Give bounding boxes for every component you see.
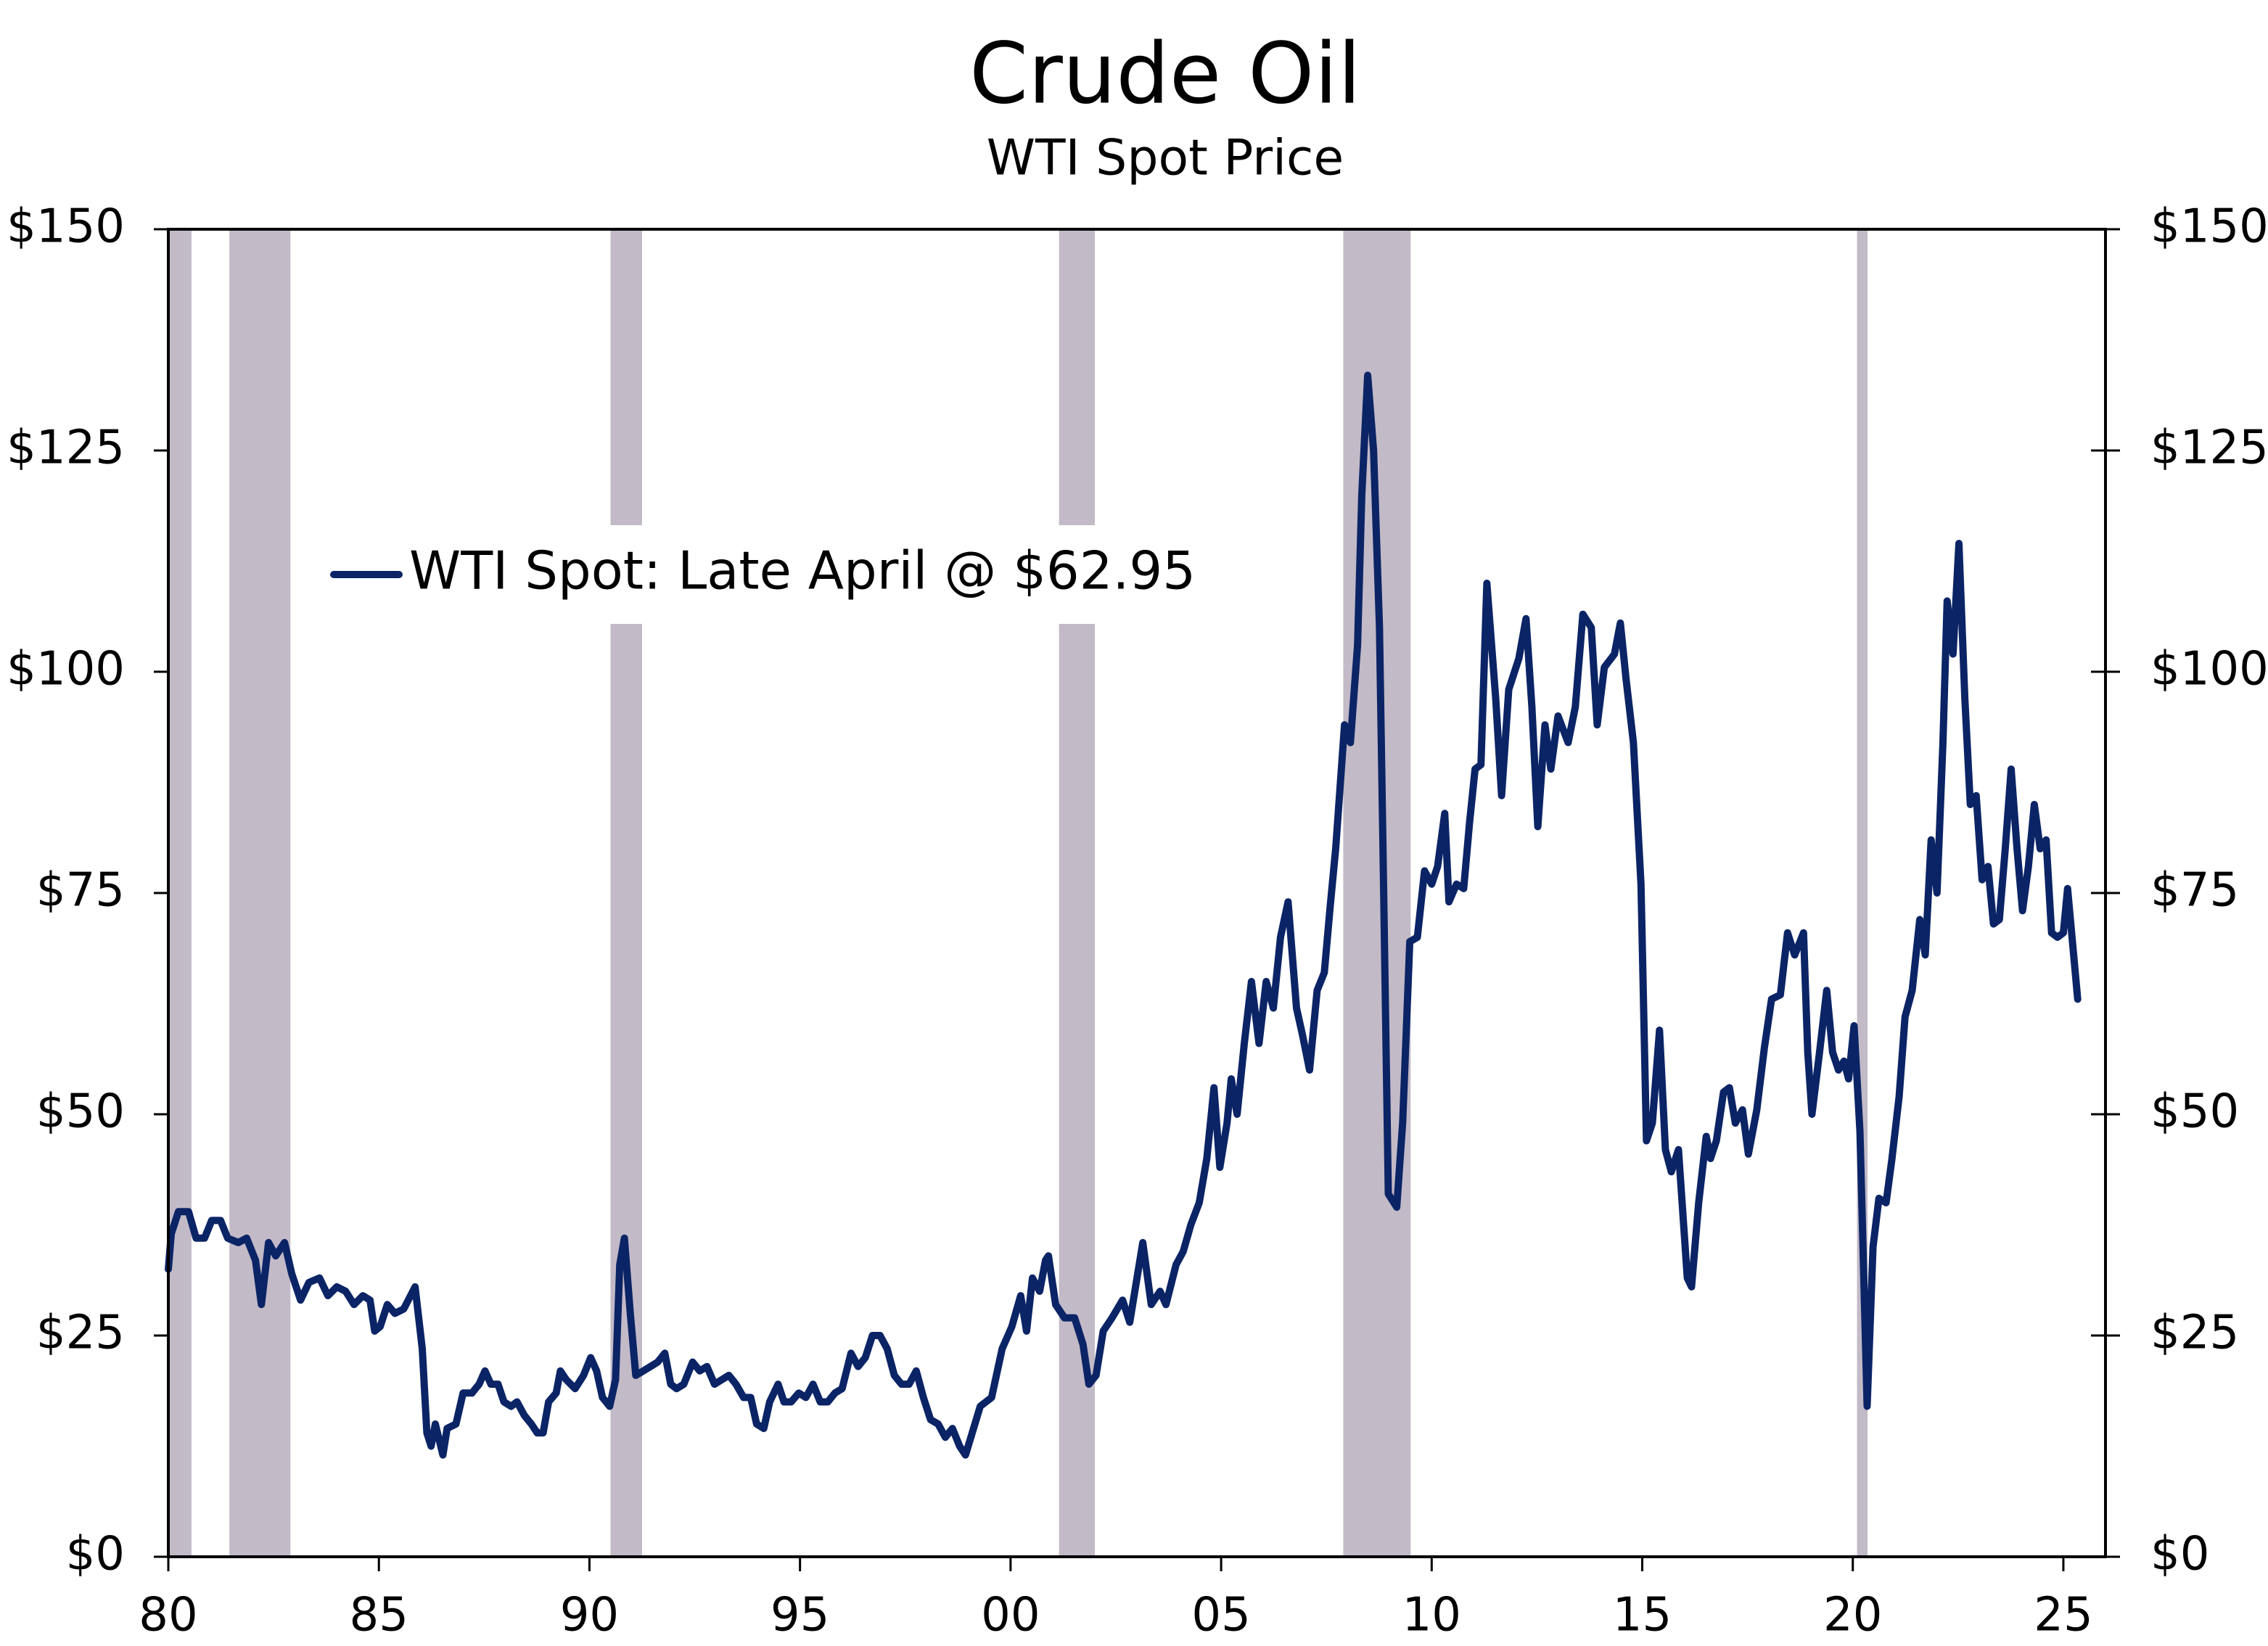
x-tick-label: 15 [1613,1589,1672,1642]
x-tick-label: 90 [560,1589,619,1642]
chart-subtitle: WTI Spot Price [987,130,1344,187]
x-tick-label: 20 [1823,1589,1882,1642]
y2-tick-label: $100 [2150,643,2268,696]
x-tick-label: 05 [1191,1589,1250,1642]
y2-tick-label: $0 [2150,1528,2209,1581]
y-tick-label: $125 [7,421,125,475]
legend-label: WTI Spot: Late April @ $62.95 [409,540,1196,601]
y-tick-label: $150 [7,200,125,254]
plot-frame [167,228,2107,1558]
y2-tick-label: $75 [2150,864,2239,918]
x-tick-label: 25 [2034,1589,2092,1642]
y-tick-label: $0 [66,1528,125,1581]
legend-background [406,525,1248,624]
x-tick-label: 80 [139,1589,197,1642]
legend: WTI Spot: Late April @ $62.95 [330,525,1248,624]
x-tick-label: 00 [981,1589,1040,1642]
x-tick-label: 85 [349,1589,408,1642]
recession-band [1343,229,1411,1557]
y-tick-label: $50 [36,1085,125,1139]
price-line [165,371,2082,1459]
y2-tick-label: $50 [2150,1085,2239,1139]
recession-band [168,229,192,1557]
y2-tick-label: $25 [2150,1306,2239,1360]
y-tick-label: $75 [36,864,125,918]
x-tick-label: 95 [771,1589,829,1642]
recession-layer [168,229,1868,1557]
recession-band [1059,229,1095,1557]
x-tick-label: 10 [1402,1589,1461,1642]
y2-tick-label: $125 [2150,421,2268,475]
y-tick-label: $100 [7,643,125,696]
recession-band [229,229,291,1557]
y-tick-label: $25 [36,1306,125,1360]
plot-layer: $0 $25 $50 $75 $100 $125 $150 $0 $25 $50 $75 $100 $1… [7,200,2268,1642]
y2-tick-label: $150 [2150,200,2268,254]
chart-title: Crude Oil [969,25,1361,123]
